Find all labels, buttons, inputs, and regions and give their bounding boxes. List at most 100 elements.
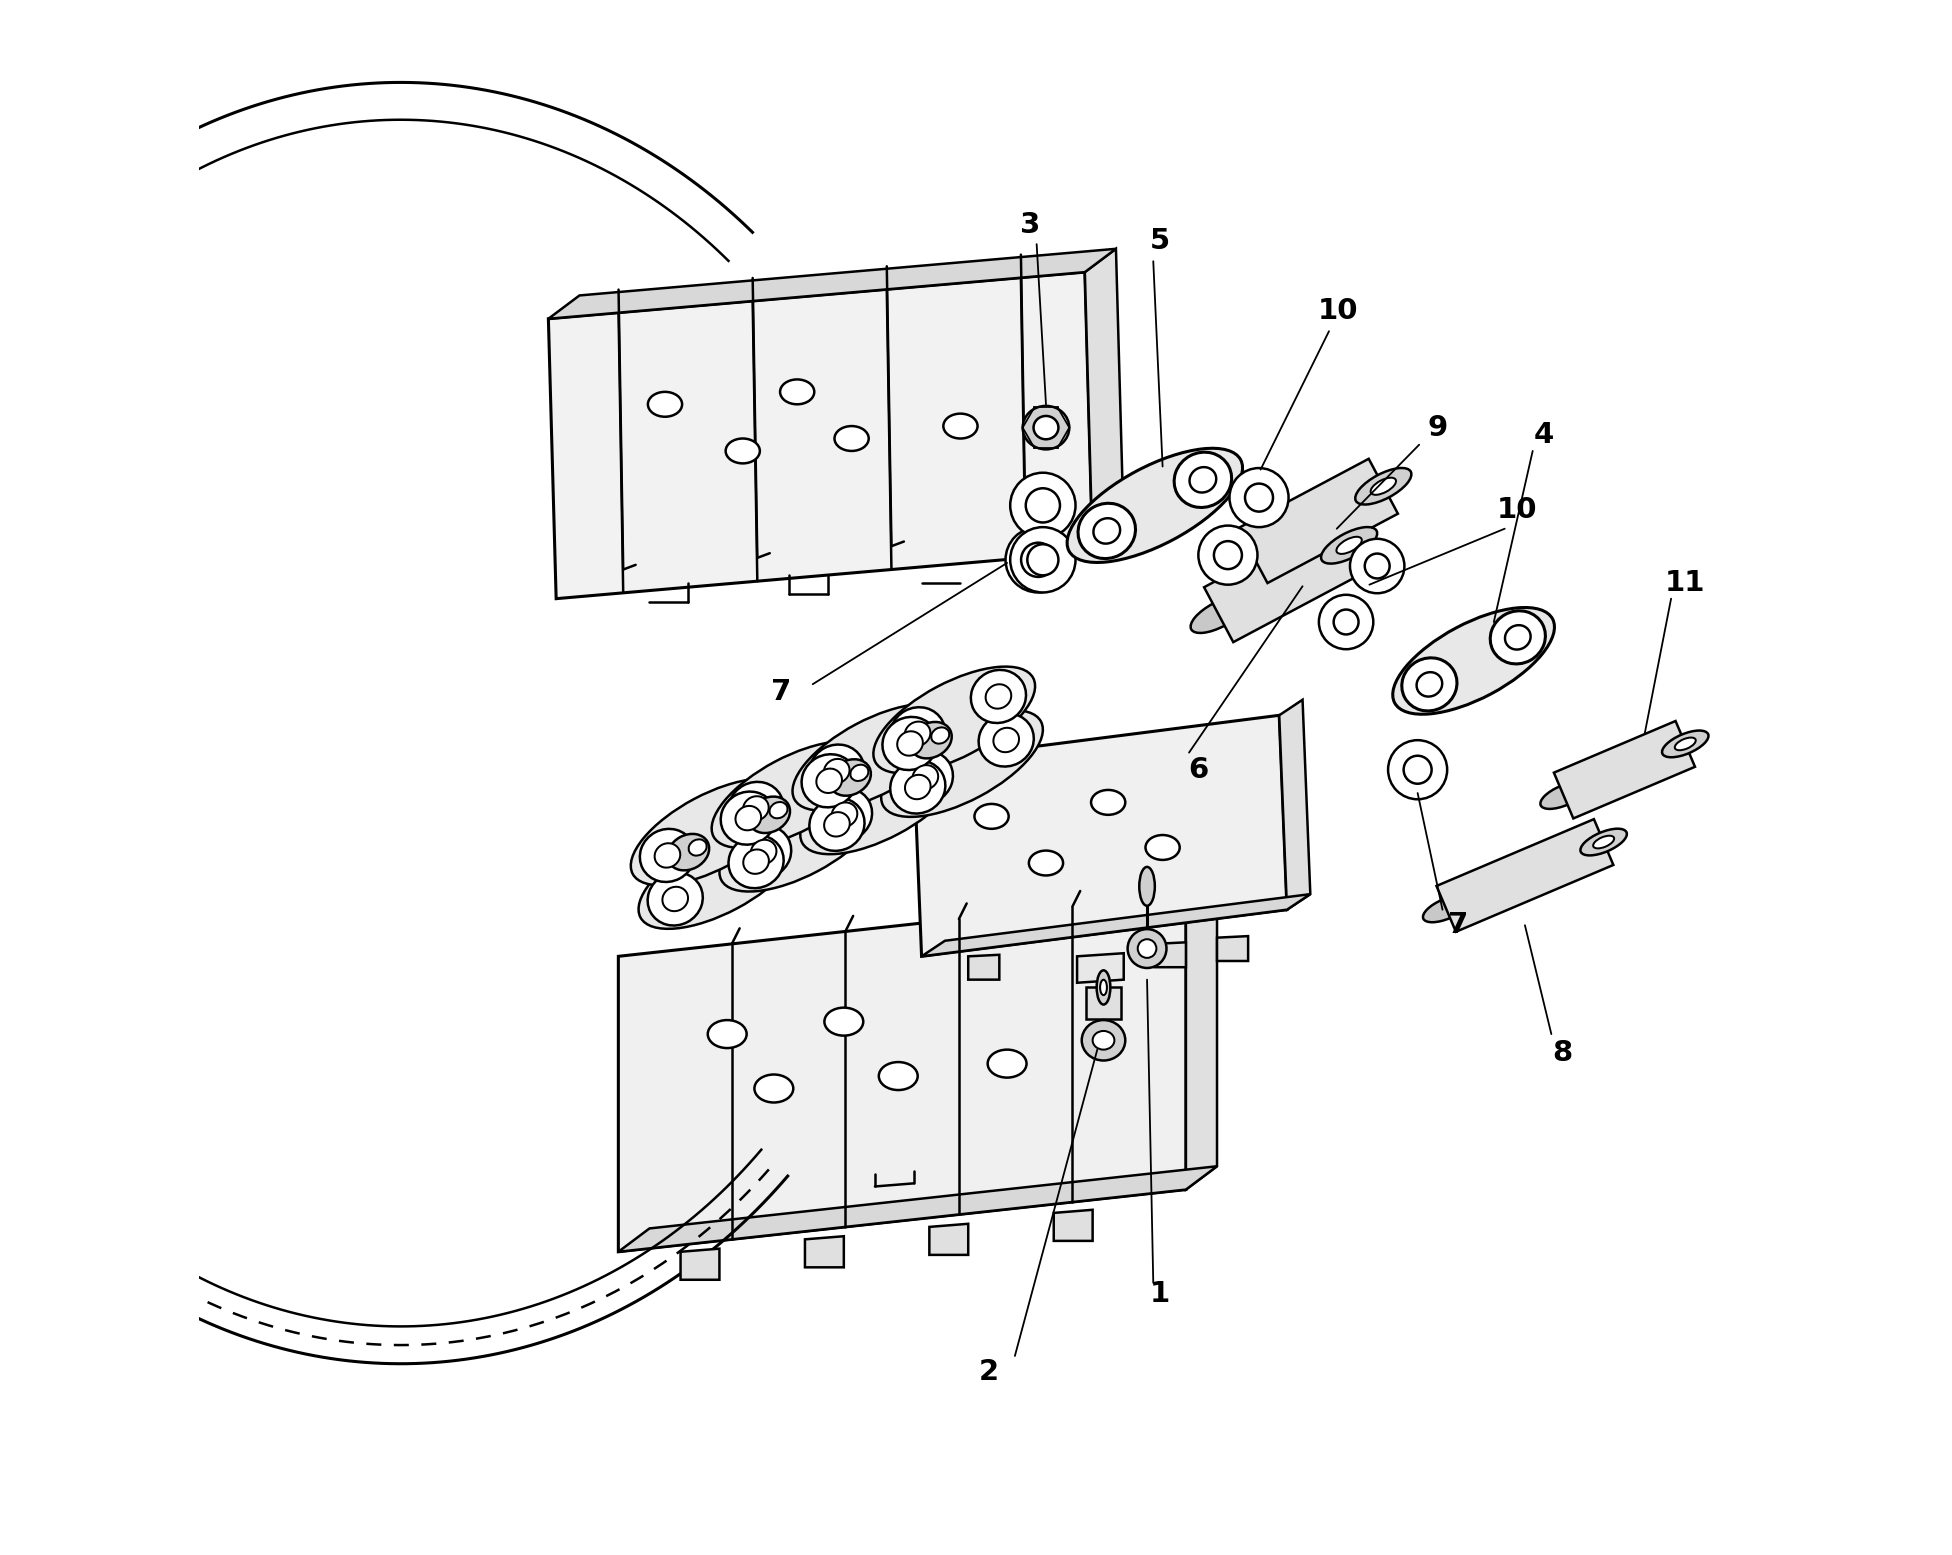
Ellipse shape xyxy=(1370,477,1396,494)
Ellipse shape xyxy=(898,731,923,756)
Ellipse shape xyxy=(689,840,707,855)
Ellipse shape xyxy=(1355,468,1411,504)
Ellipse shape xyxy=(712,742,873,847)
Text: 11: 11 xyxy=(1665,569,1706,597)
Ellipse shape xyxy=(748,796,791,833)
Polygon shape xyxy=(619,894,1187,1252)
Text: 5: 5 xyxy=(1150,227,1169,255)
Ellipse shape xyxy=(1138,939,1156,958)
Polygon shape xyxy=(681,1249,720,1280)
Ellipse shape xyxy=(873,667,1035,773)
Ellipse shape xyxy=(1027,544,1058,575)
Ellipse shape xyxy=(736,805,761,830)
Ellipse shape xyxy=(974,804,1009,829)
Ellipse shape xyxy=(1191,597,1247,633)
Ellipse shape xyxy=(988,1050,1027,1078)
Ellipse shape xyxy=(1128,930,1167,967)
Ellipse shape xyxy=(752,840,777,865)
Ellipse shape xyxy=(994,728,1019,753)
Ellipse shape xyxy=(1175,453,1232,507)
Ellipse shape xyxy=(816,768,841,793)
Text: 6: 6 xyxy=(1189,756,1208,784)
Ellipse shape xyxy=(638,823,800,928)
Ellipse shape xyxy=(1097,970,1111,1005)
Ellipse shape xyxy=(1025,488,1060,522)
Ellipse shape xyxy=(1199,526,1257,585)
Ellipse shape xyxy=(1675,737,1696,750)
Ellipse shape xyxy=(1392,608,1554,714)
Ellipse shape xyxy=(1388,740,1446,799)
Ellipse shape xyxy=(898,751,953,804)
Ellipse shape xyxy=(986,684,1011,709)
Polygon shape xyxy=(1078,953,1124,983)
Polygon shape xyxy=(1087,987,1120,1019)
Ellipse shape xyxy=(640,829,695,882)
Ellipse shape xyxy=(1333,610,1359,634)
Ellipse shape xyxy=(970,670,1027,723)
Ellipse shape xyxy=(648,392,681,417)
Ellipse shape xyxy=(835,426,869,451)
Ellipse shape xyxy=(1140,868,1156,905)
Ellipse shape xyxy=(824,812,849,837)
Ellipse shape xyxy=(654,843,679,868)
Polygon shape xyxy=(1054,1210,1093,1241)
Ellipse shape xyxy=(1005,527,1072,592)
Ellipse shape xyxy=(1189,466,1216,493)
Ellipse shape xyxy=(1417,672,1443,697)
Ellipse shape xyxy=(890,708,945,760)
Ellipse shape xyxy=(1081,1020,1124,1061)
Text: 10: 10 xyxy=(1497,496,1538,524)
Polygon shape xyxy=(1216,936,1247,961)
Polygon shape xyxy=(1437,819,1614,931)
Ellipse shape xyxy=(1029,851,1064,875)
Text: 2: 2 xyxy=(978,1358,999,1386)
Text: 8: 8 xyxy=(1552,1039,1571,1067)
Ellipse shape xyxy=(1093,1031,1115,1050)
Ellipse shape xyxy=(1245,484,1273,512)
Ellipse shape xyxy=(720,791,775,844)
Ellipse shape xyxy=(728,782,783,835)
Ellipse shape xyxy=(824,759,849,784)
Ellipse shape xyxy=(1322,527,1378,563)
Ellipse shape xyxy=(851,765,869,781)
Ellipse shape xyxy=(736,826,791,879)
Ellipse shape xyxy=(906,722,931,746)
Ellipse shape xyxy=(1402,658,1456,711)
Ellipse shape xyxy=(824,1008,863,1036)
Polygon shape xyxy=(1204,518,1364,642)
Polygon shape xyxy=(929,1224,968,1255)
Polygon shape xyxy=(1085,249,1124,552)
Ellipse shape xyxy=(1581,829,1626,855)
Ellipse shape xyxy=(793,704,955,810)
Polygon shape xyxy=(1156,942,1187,967)
Ellipse shape xyxy=(769,802,787,818)
Ellipse shape xyxy=(1101,980,1107,995)
Ellipse shape xyxy=(816,788,873,841)
Ellipse shape xyxy=(709,1020,746,1048)
Ellipse shape xyxy=(880,711,1042,816)
Ellipse shape xyxy=(781,379,814,404)
Ellipse shape xyxy=(1021,543,1056,577)
Ellipse shape xyxy=(1351,540,1403,594)
Ellipse shape xyxy=(878,1062,917,1090)
Ellipse shape xyxy=(1230,468,1288,527)
Ellipse shape xyxy=(1540,782,1587,809)
Ellipse shape xyxy=(882,717,937,770)
Polygon shape xyxy=(619,1166,1216,1252)
Polygon shape xyxy=(968,955,999,980)
Text: 1: 1 xyxy=(1150,1280,1169,1308)
Polygon shape xyxy=(1238,459,1398,583)
Ellipse shape xyxy=(832,802,857,827)
Ellipse shape xyxy=(1093,518,1120,544)
Ellipse shape xyxy=(1364,554,1390,578)
Text: 9: 9 xyxy=(1427,414,1448,442)
Ellipse shape xyxy=(830,759,871,796)
Polygon shape xyxy=(549,249,1117,319)
Text: 7: 7 xyxy=(1448,911,1468,939)
Ellipse shape xyxy=(906,774,931,799)
Polygon shape xyxy=(1554,722,1694,818)
Ellipse shape xyxy=(1403,756,1431,784)
Ellipse shape xyxy=(802,754,857,807)
Ellipse shape xyxy=(648,872,703,925)
Polygon shape xyxy=(804,1236,843,1267)
